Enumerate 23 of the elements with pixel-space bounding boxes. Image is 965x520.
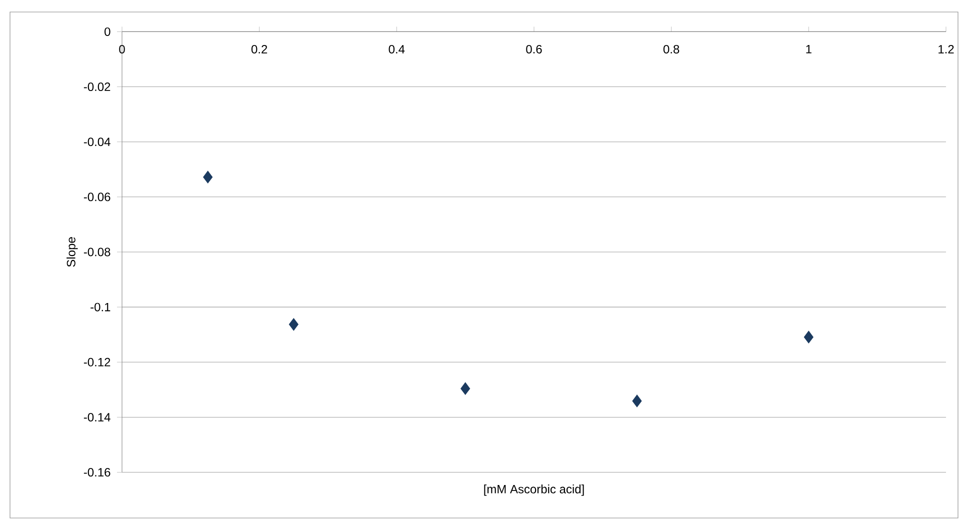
x-tick-label: 0.8 — [663, 44, 680, 54]
point — [804, 330, 814, 344]
point — [460, 382, 470, 395]
y-tick-label: -0.04 — [84, 138, 110, 146]
x-tick-label: 0.2 — [251, 44, 268, 54]
x-tick-label: 1 — [806, 44, 812, 54]
x-tick-label: 1.2 — [938, 44, 954, 54]
y-tick-label: -0.16 — [84, 468, 110, 477]
y-axis-title: Slope — [66, 237, 78, 267]
x-tick-label: 0 — [119, 44, 125, 54]
point — [632, 394, 642, 408]
x-tick-label: 0.4 — [388, 44, 405, 54]
y-tick-label: -0.08 — [84, 248, 110, 256]
x-tick-label: 0.6 — [526, 44, 542, 54]
point — [203, 170, 213, 184]
y-tick-label: -0.02 — [84, 82, 110, 92]
y-tick-label: -0.12 — [84, 358, 110, 366]
x-axis-title: [mM Ascorbic acid] — [484, 484, 584, 496]
y-tick-label: -0.06 — [84, 192, 110, 202]
y-tick-label: -0.1 — [90, 302, 110, 312]
point — [288, 318, 298, 331]
y-tick-label: -0.14 — [84, 412, 110, 422]
y-tick-label: 0 — [104, 27, 110, 36]
